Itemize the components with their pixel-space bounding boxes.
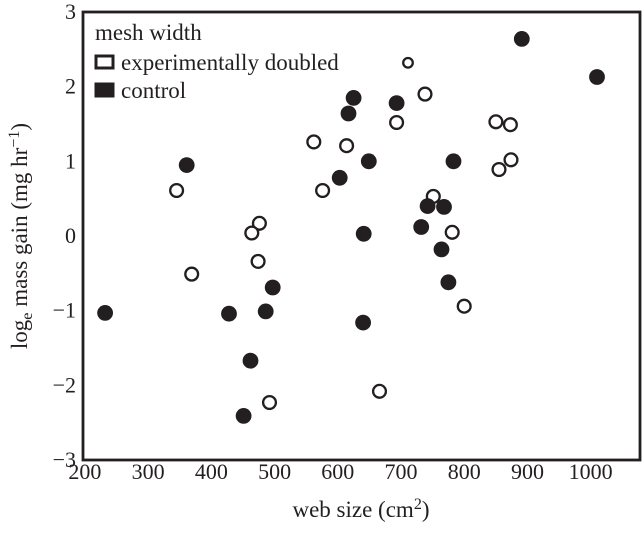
x-tick-label: 200 (68, 459, 101, 484)
legend-swatch-open (94, 54, 115, 70)
x-tick-label: 900 (511, 459, 544, 484)
data-point-doubled (402, 56, 414, 69)
data-point-control (436, 199, 452, 215)
data-point-control (264, 279, 281, 296)
data-point-doubled (251, 215, 267, 231)
legend-title: mesh width (95, 20, 202, 45)
data-point-control (360, 153, 377, 170)
data-point-control (97, 305, 113, 321)
data-point-control (433, 241, 450, 258)
data-point-doubled (339, 138, 355, 154)
legend-item-label: experimentally doubled (121, 50, 339, 75)
data-point-control (388, 95, 405, 111)
data-point-control (513, 31, 530, 47)
data-point-control (589, 69, 605, 85)
data-point-control (221, 305, 237, 322)
legend-swatch-filled (94, 82, 115, 98)
x-tick-label: 300 (132, 459, 165, 484)
x-axis-tick-labels: 200 300 400 500 600 700 800 900 1000 (68, 459, 612, 484)
data-point-doubled (184, 266, 200, 282)
data-point-doubled (371, 383, 388, 399)
y-axis-label: loge mass gain (mg hr−1) (6, 123, 36, 349)
data-point-doubled (169, 182, 185, 199)
legend-item-label: control (121, 78, 186, 103)
data-point-control (355, 314, 371, 331)
y-tick-label: −2 (53, 372, 76, 397)
data-point-control (413, 219, 430, 235)
data-point-control (331, 169, 348, 186)
y-tick-label: 0 (65, 223, 76, 248)
data-point-control (345, 90, 362, 106)
data-point-control (178, 157, 195, 174)
data-point-doubled (244, 225, 260, 241)
x-tick-label: 600 (321, 459, 354, 484)
data-point-control (419, 198, 436, 215)
x-tick-label: 700 (385, 459, 418, 484)
data-point-doubled (315, 182, 331, 199)
y-tick-label: 3 (65, 0, 76, 24)
legend: mesh width experimentally doubled control (94, 20, 339, 103)
x-tick-label: 400 (195, 459, 228, 484)
data-point-control (340, 105, 357, 122)
plot-frame (81, 10, 642, 462)
x-axis-label: web size (cm2) (292, 496, 429, 522)
data-point-doubled (261, 394, 278, 411)
data-point-doubled (491, 161, 507, 178)
y-tick-label: 2 (65, 74, 76, 99)
data-point-control (445, 153, 462, 170)
y-axis-tick-labels: 3 2 1 0 −1 −2 −3 (53, 0, 76, 472)
data-point-doubled (250, 253, 266, 269)
x-tick-label: 500 (258, 459, 291, 484)
data-point-doubled (502, 117, 518, 133)
data-point-doubled (488, 114, 504, 130)
data-point-control (355, 225, 372, 242)
x-tick-label: 800 (448, 459, 481, 484)
data-point-control (235, 408, 252, 424)
data-point-doubled (306, 134, 322, 150)
data-point-doubled (503, 152, 519, 168)
data-point-doubled (456, 298, 472, 314)
data-point-control (242, 352, 259, 369)
data-point-doubled (444, 224, 460, 240)
y-tick-label: −1 (53, 298, 76, 323)
data-point-control (257, 303, 274, 320)
data-point-doubled (389, 114, 405, 131)
y-tick-label: −3 (53, 447, 76, 472)
data-points (97, 31, 605, 424)
data-point-doubled (417, 86, 433, 102)
y-tick-label: 1 (65, 148, 76, 173)
data-point-control (440, 274, 457, 291)
x-tick-label: 1000 (569, 459, 613, 484)
